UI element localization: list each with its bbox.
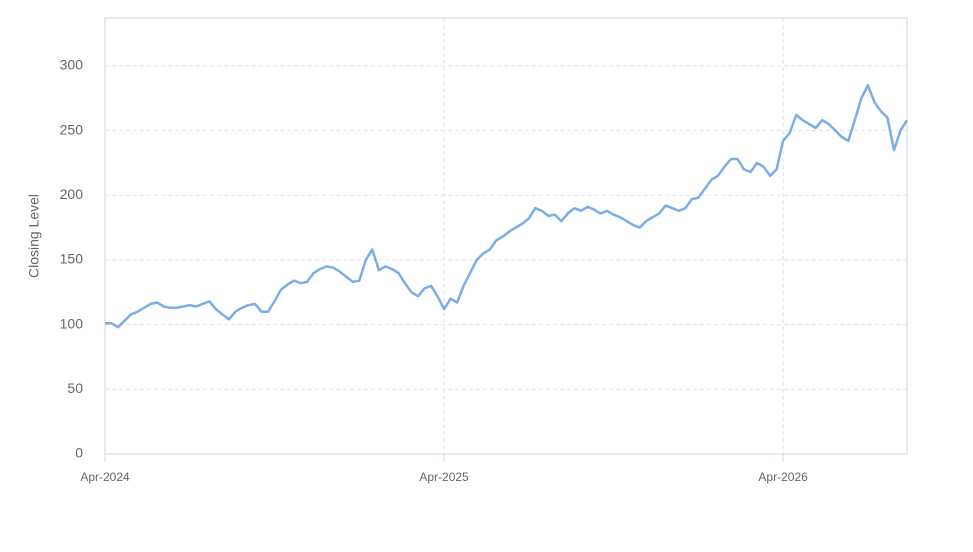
- y-tick-label: 0: [75, 445, 83, 461]
- line: [105, 84, 909, 329]
- y-tick-label: 150: [60, 251, 84, 267]
- x-tick-label: Apr-2025: [419, 470, 469, 484]
- x-tick-label: Apr-2026: [758, 470, 808, 484]
- y-tick-label: 50: [67, 380, 83, 396]
- y-tick-label: 300: [60, 57, 84, 73]
- y-tick-label: 100: [60, 315, 84, 331]
- plot-frame: [104, 17, 908, 455]
- x-tick-label: Apr-2024: [80, 470, 130, 484]
- y-tick-label: 250: [60, 121, 84, 137]
- y-tick-label: 200: [60, 186, 84, 202]
- y-axis-title: Closing Level: [26, 194, 42, 278]
